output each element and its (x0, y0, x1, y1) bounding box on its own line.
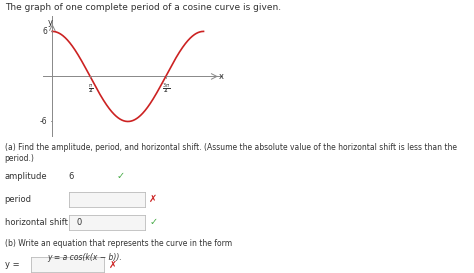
Text: 0: 0 (76, 218, 82, 227)
Text: (b) Write an equation that represents the curve in the form: (b) Write an equation that represents th… (5, 239, 232, 248)
Text: amplitude: amplitude (5, 172, 47, 180)
Text: horizontal shift: horizontal shift (5, 218, 68, 227)
Text: $\frac{3\pi}{2}$: $\frac{3\pi}{2}$ (162, 82, 170, 96)
Text: ✗: ✗ (149, 194, 157, 204)
Text: -6: -6 (40, 117, 47, 126)
Text: The graph of one complete period of a cosine curve is given.: The graph of one complete period of a co… (5, 3, 281, 12)
Text: ✓: ✓ (149, 218, 157, 227)
Text: x: x (219, 72, 224, 81)
Text: period: period (5, 195, 32, 204)
Text: 6: 6 (43, 27, 47, 36)
Text: y =: y = (5, 260, 19, 269)
Text: ✗: ✗ (109, 260, 117, 270)
Text: y = a cos(k(x − b)).: y = a cos(k(x − b)). (47, 253, 122, 262)
Text: y: y (47, 18, 53, 27)
Text: $\frac{\pi}{2}$: $\frac{\pi}{2}$ (88, 82, 92, 94)
Text: 1: 1 (164, 88, 168, 93)
Text: 1: 1 (88, 88, 92, 93)
Text: 6: 6 (69, 172, 74, 180)
Text: ✓: ✓ (116, 171, 124, 181)
Text: (a) Find the amplitude, period, and horizontal shift. (Assume the absolute value: (a) Find the amplitude, period, and hori… (5, 143, 457, 163)
